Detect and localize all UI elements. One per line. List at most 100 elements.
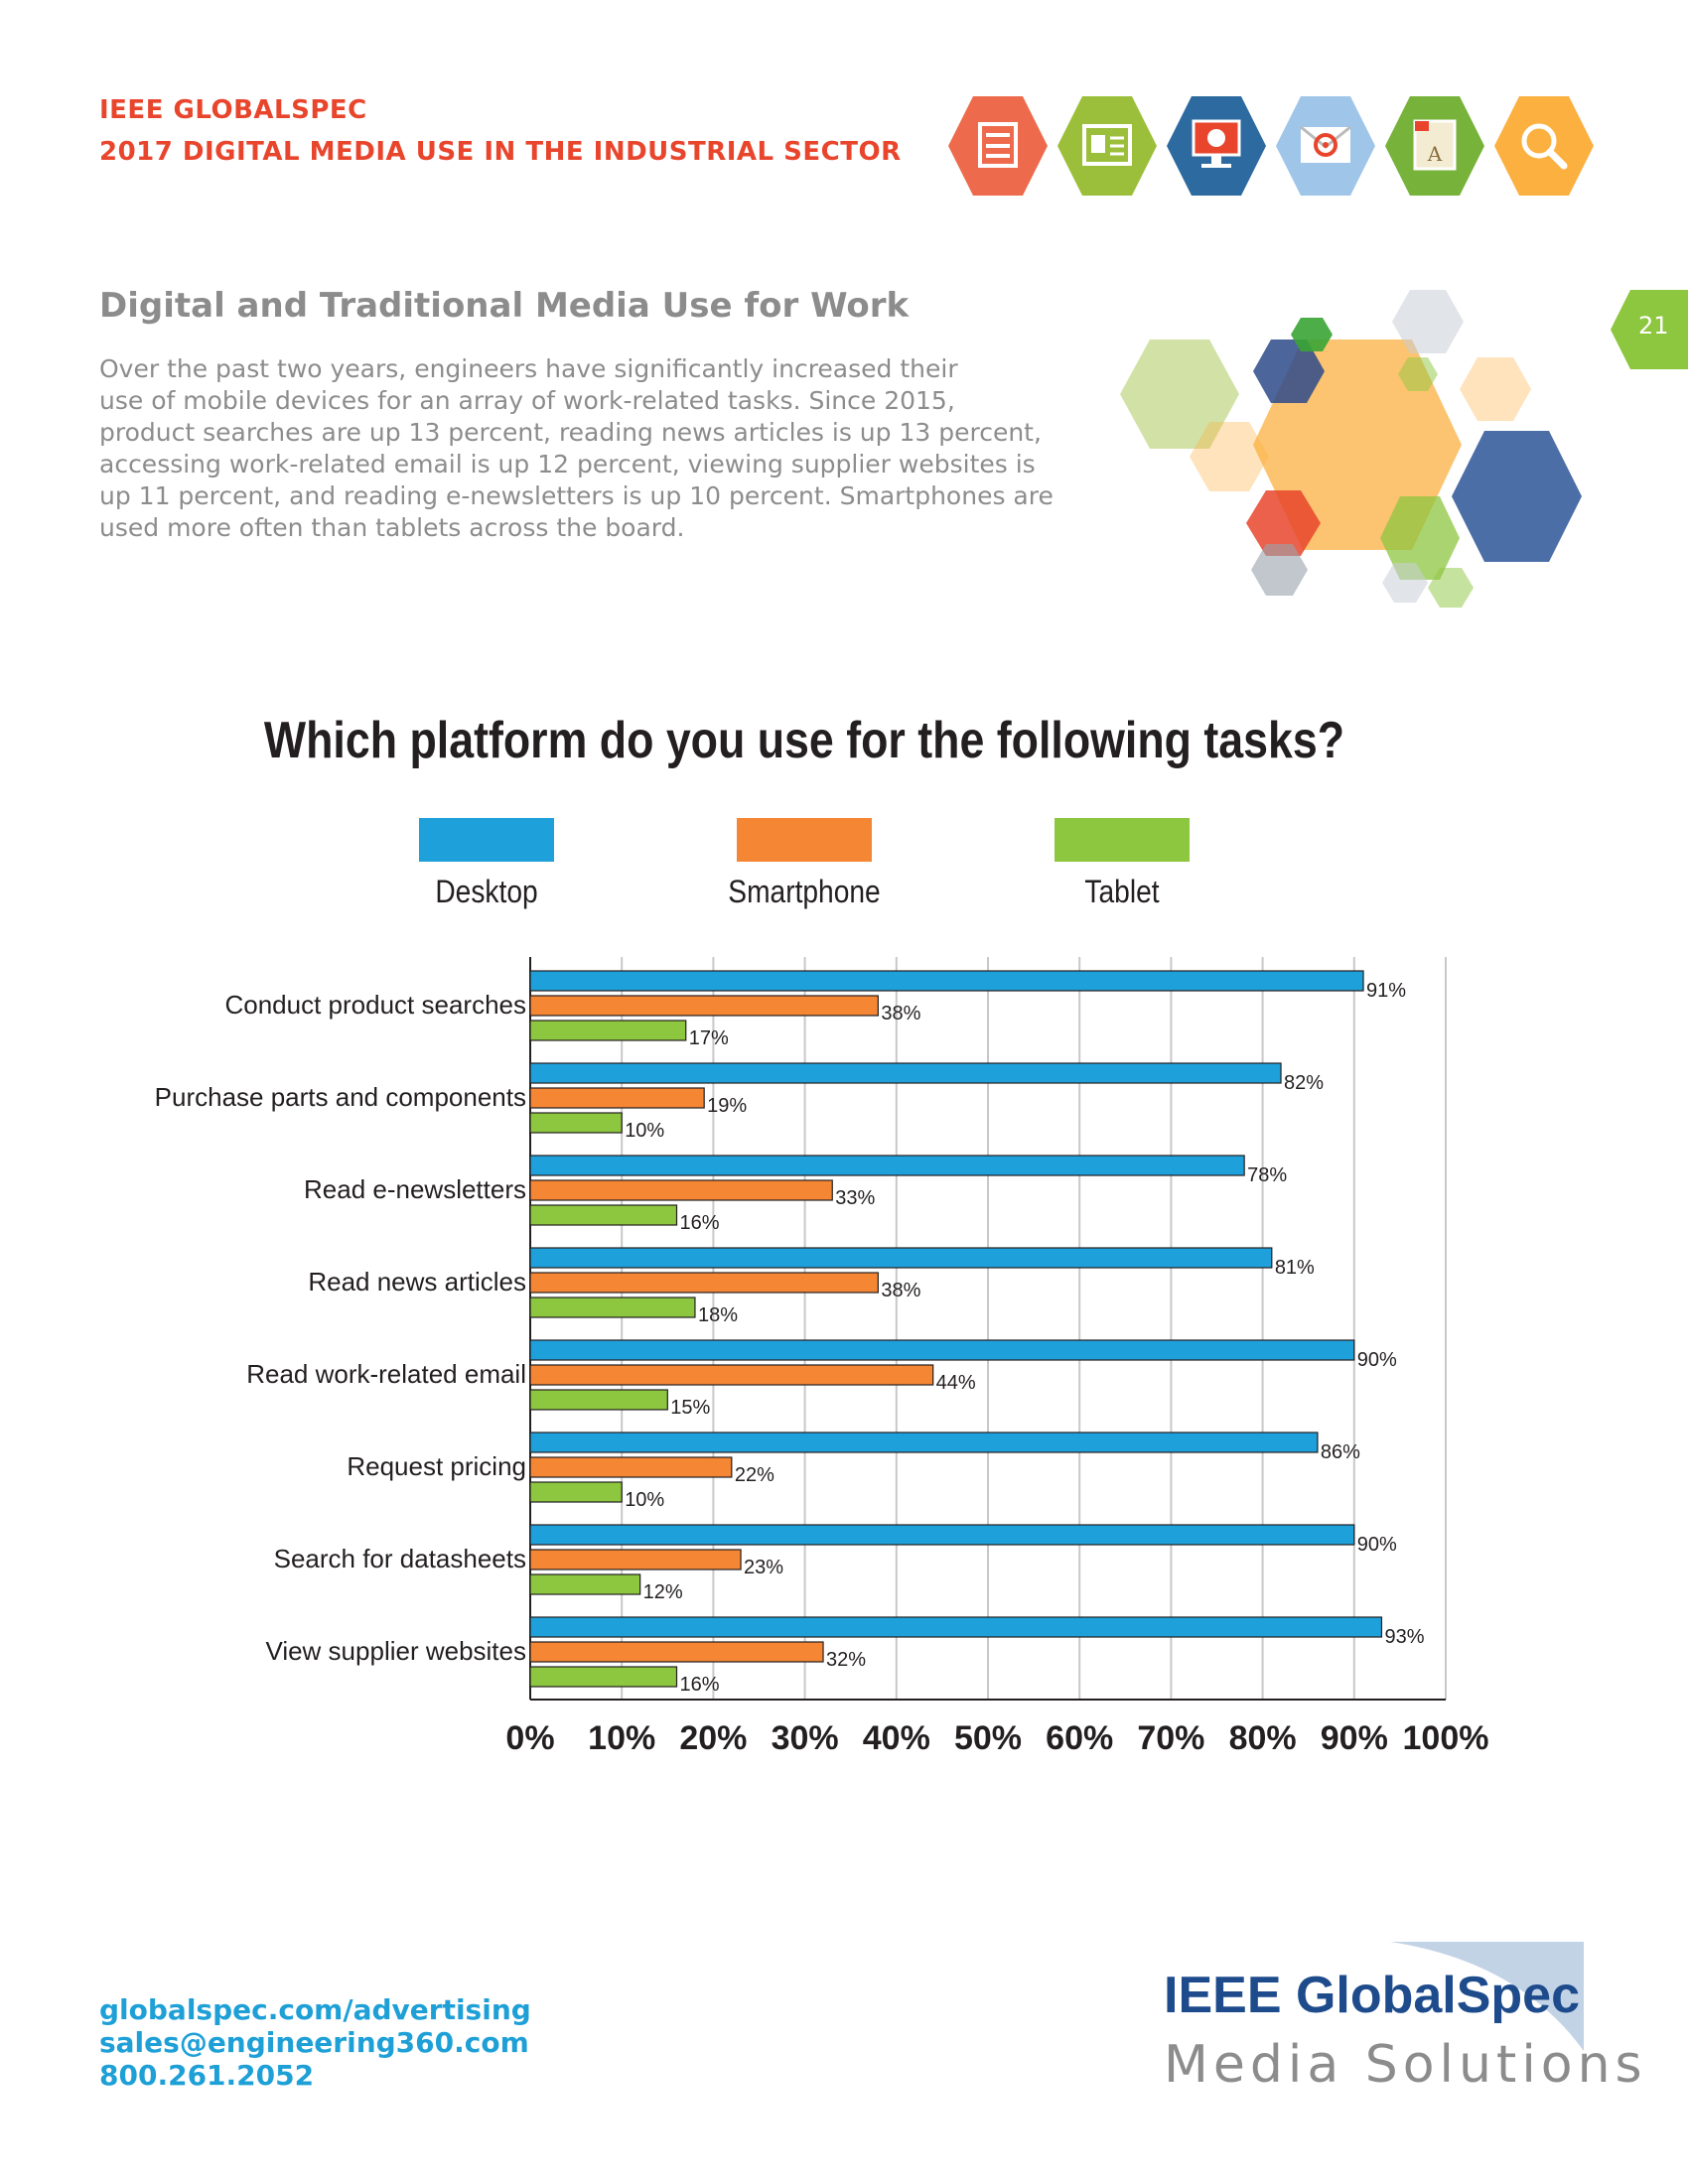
data-label: 18% (698, 1304, 738, 1326)
legend-swatch-smartphone (737, 818, 872, 862)
data-label: 16% (680, 1674, 720, 1696)
data-label: 32% (826, 1649, 866, 1671)
bar-desktop (529, 1432, 1319, 1453)
data-label: 33% (835, 1187, 875, 1209)
data-label: 38% (881, 1280, 920, 1301)
x-tick-label: 10% (588, 1719, 655, 1757)
intro-line: Over the past two years, engineers have … (99, 354, 958, 383)
bar-tablet (529, 1666, 678, 1688)
data-label: 16% (680, 1212, 720, 1234)
bar-tablet (529, 1573, 641, 1595)
x-tick-label: 20% (679, 1719, 747, 1757)
footer-email[interactable]: sales@engineering360.com (99, 2026, 529, 2059)
data-label: 78% (1247, 1164, 1287, 1186)
bar-desktop (529, 1155, 1245, 1176)
chart-title: Which platform do you use for the follow… (263, 712, 1345, 769)
page-number-tab (1611, 290, 1688, 369)
x-tick-label: 40% (863, 1719, 930, 1757)
data-label: 15% (670, 1397, 710, 1419)
bar-tablet (529, 1112, 623, 1134)
data-label: 23% (744, 1557, 783, 1578)
bar-smartphone (529, 1549, 742, 1570)
data-label: 10% (625, 1120, 664, 1142)
x-tick-label: 0% (505, 1719, 554, 1757)
data-label: 44% (936, 1372, 976, 1394)
header-icon-row: A (948, 96, 1594, 196)
bar-tablet (529, 1297, 696, 1318)
bar-desktop (529, 1339, 1355, 1361)
bar-desktop (529, 1616, 1383, 1638)
bar-desktop (529, 1062, 1282, 1084)
bar-smartphone (529, 1087, 705, 1109)
bar-smartphone (529, 1456, 733, 1478)
decorative-hexagons (1120, 290, 1582, 608)
svg-text:A: A (1427, 142, 1443, 166)
data-label: 86% (1321, 1441, 1360, 1463)
x-tick-label: 30% (772, 1719, 839, 1757)
category-label: Read news articles (308, 1267, 526, 1297)
category-label: Read e-newsletters (304, 1174, 526, 1204)
x-tick-label: 100% (1403, 1719, 1489, 1757)
bar-desktop (529, 970, 1364, 992)
data-label: 91% (1366, 980, 1406, 1002)
bar-smartphone (529, 1364, 934, 1386)
bar-chart: 0% 10% 20% 30% 40% 50% 60% 70% 80% 90% 100% Conduct… (155, 957, 1489, 1757)
bar-smartphone (529, 1179, 833, 1201)
category-label: Purchase parts and components (155, 1082, 526, 1112)
newsletter-icon (948, 96, 1048, 196)
category-label: View supplier websites (265, 1636, 526, 1666)
data-label: 17% (689, 1027, 729, 1049)
data-label: 10% (625, 1489, 664, 1511)
legend-swatch-tablet (1055, 818, 1190, 862)
footer-website[interactable]: globalspec.com/advertising (99, 1993, 531, 2026)
intro-paragraph: Over the past two years, engineers have … (99, 353, 1092, 544)
x-tick-label: 80% (1229, 1719, 1297, 1757)
bar-desktop (529, 1524, 1355, 1546)
monitor-icon (1167, 96, 1266, 196)
header-subtitle: 2017 DIGITAL MEDIA USE IN THE INDUSTRIAL… (99, 137, 902, 167)
x-tick-label: 70% (1137, 1719, 1204, 1757)
category-label: Search for datasheets (274, 1544, 526, 1573)
logo-subtitle: Media Solutions (1164, 2035, 1647, 2095)
logo-swoosh (1390, 1942, 1584, 2051)
intro-line: accessing work-related email is up 12 pe… (99, 450, 1036, 478)
book-icon: A (1385, 96, 1484, 196)
data-label: 90% (1357, 1349, 1397, 1371)
data-label: 19% (707, 1095, 747, 1117)
data-label: 82% (1284, 1072, 1324, 1094)
data-label: 90% (1357, 1534, 1397, 1556)
search-icon (1494, 96, 1594, 196)
category-label: Read work-related email (246, 1359, 526, 1389)
intro-line: product searches are up 13 percent, read… (99, 418, 1042, 447)
bar-desktop (529, 1247, 1273, 1269)
bar-tablet (529, 1204, 678, 1226)
header-title: IEEE GLOBALSPEC (99, 95, 367, 125)
category-label: Conduct product searches (224, 990, 526, 1020)
webpage-icon (1057, 96, 1157, 196)
bar-tablet (529, 1481, 623, 1503)
category-label: Request pricing (347, 1451, 526, 1481)
legend-label-tablet: Tablet (1084, 874, 1160, 909)
data-label: 93% (1384, 1626, 1424, 1648)
legend-label-desktop: Desktop (435, 874, 538, 909)
legend-label-smartphone: Smartphone (728, 874, 881, 909)
intro-line: up 11 percent, and reading e-newsletters… (99, 481, 1054, 510)
x-tick-label: 60% (1046, 1719, 1113, 1757)
x-tick-label: 90% (1321, 1719, 1388, 1757)
data-label: 81% (1275, 1257, 1315, 1279)
logo-brand: IEEE GlobalSpec (1164, 1967, 1581, 2024)
data-label: 38% (881, 1003, 920, 1024)
data-label: 22% (735, 1464, 774, 1486)
intro-line: use of mobile devices for an array of wo… (99, 386, 955, 415)
bar-smartphone (529, 1641, 824, 1663)
bar-tablet (529, 1020, 687, 1041)
bar-tablet (529, 1389, 668, 1411)
footer-phone: 800.261.2052 (99, 2059, 315, 2092)
legend-swatch-desktop (419, 818, 554, 862)
page-number: 21 (1638, 312, 1669, 340)
bar-smartphone (529, 1272, 879, 1294)
bar-smartphone (529, 995, 879, 1017)
intro-line: used more often than tablets across the … (99, 513, 685, 542)
x-tick-label: 50% (954, 1719, 1022, 1757)
data-label: 12% (643, 1581, 683, 1603)
